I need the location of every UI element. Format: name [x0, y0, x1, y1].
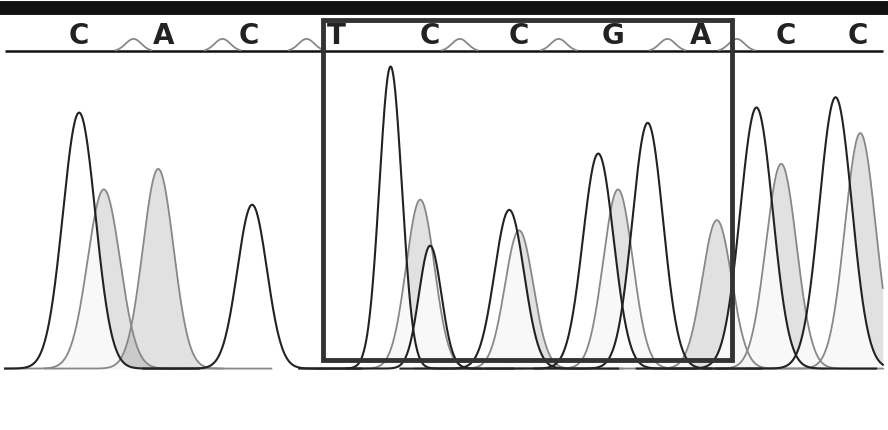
Text: C: C — [420, 22, 440, 50]
Text: A: A — [153, 22, 174, 50]
Text: A: A — [689, 22, 711, 50]
Text: T: T — [327, 22, 345, 50]
Text: C: C — [239, 22, 259, 50]
Bar — [323, 21, 732, 360]
Text: G: G — [602, 22, 624, 50]
Text: C: C — [847, 22, 868, 50]
Text: C: C — [776, 22, 797, 50]
Text: C: C — [509, 22, 529, 50]
Text: C: C — [69, 22, 90, 50]
